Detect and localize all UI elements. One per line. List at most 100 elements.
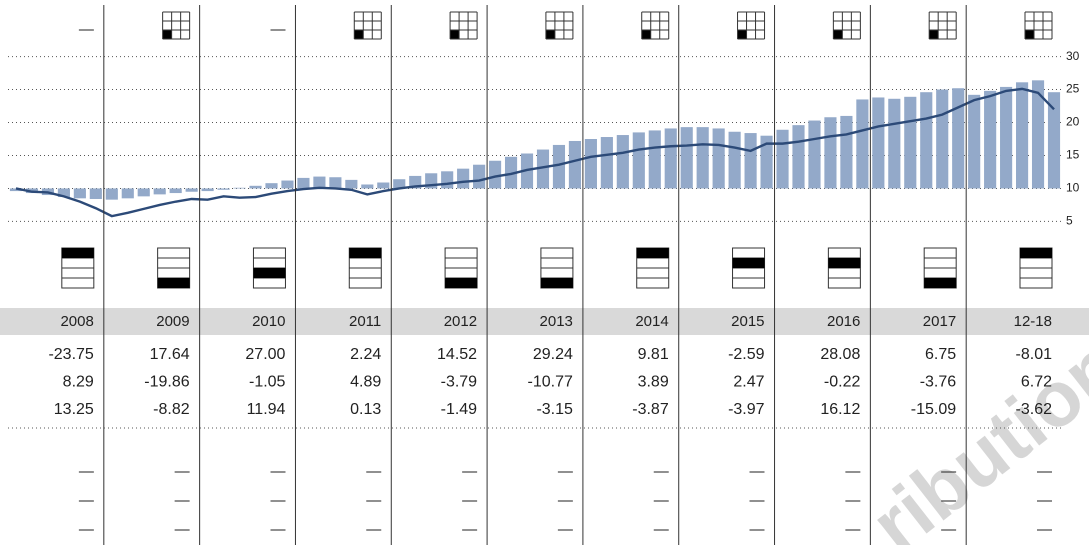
line [15,87,1055,218]
y-tick-label: 25 [1066,82,1080,96]
empty-cell: — [79,521,94,538]
bar [265,183,278,189]
empty-cell: — [558,492,573,509]
cell: 3.89 [638,374,669,391]
watermark: ribution [855,321,1089,545]
quartile-mark [61,248,94,258]
header-band [0,308,1089,335]
bar [584,139,597,189]
empty-cell: — [654,463,669,480]
bar [137,188,150,197]
quartile-mark [924,278,957,288]
cell: -3.76 [920,374,957,391]
cell: 27.00 [245,346,285,363]
style-box-cell [833,30,843,39]
bar [489,160,502,189]
year-label: 2012 [444,313,477,330]
cell: 0.13 [350,401,381,418]
year-label: 12-18 [1014,313,1052,330]
empty-cell: — [175,521,190,538]
cell: -10.77 [528,374,573,391]
style-dash: — [79,21,94,38]
empty-cell: — [750,492,765,509]
cell: 8.29 [63,374,94,391]
cell: -8.01 [1016,346,1053,363]
quartile-mark [349,248,382,258]
year-label: 2017 [923,313,956,330]
cell: -2.59 [728,346,765,363]
bar [121,188,134,199]
cell: -0.22 [824,374,861,391]
cell: 14.52 [437,346,477,363]
bar [249,185,262,189]
empty-cell: — [654,492,669,509]
bar [329,177,342,189]
empty-cell: — [175,463,190,480]
bar [1000,86,1013,189]
cell: -1.49 [441,401,478,418]
empty-cell: — [79,463,94,480]
empty-cell: — [845,521,860,538]
bar [648,130,661,189]
empty-cell: — [270,463,285,480]
year-label: 2013 [540,313,573,330]
cell: -3.97 [728,401,765,418]
cell: 4.89 [350,374,381,391]
cell: -3.79 [441,374,478,391]
year-label: 2008 [60,313,93,330]
style-box-cell [450,30,460,39]
bar [536,149,550,189]
bar [984,90,997,189]
cell: -8.82 [153,401,190,418]
empty-cell: — [1037,492,1052,509]
bar [1016,82,1029,189]
cell: 29.24 [533,346,573,363]
cell: -19.86 [144,374,189,391]
bar [217,188,230,190]
quartile-mark [445,278,478,288]
bar [361,184,374,189]
bar [872,97,885,189]
bar [9,188,23,192]
style-dash: — [270,21,285,38]
bar [904,96,917,189]
style-box-cell [354,30,364,39]
empty-cell: — [366,521,381,538]
cell: 2.47 [733,374,764,391]
style-box-cell [737,30,747,39]
bar [792,125,805,189]
empty-cell: — [558,521,573,538]
empty-cell: — [845,492,860,509]
style-box-cell [929,30,939,39]
bar [712,128,725,189]
year-label: 2014 [635,313,668,330]
style-box-cell [641,30,651,39]
empty-cell: — [462,463,477,480]
empty-cell: — [462,492,477,509]
empty-cell: — [175,492,190,509]
bar [313,176,326,189]
quartile-mark [253,268,286,278]
bar [888,98,901,189]
empty-cell: — [366,463,381,480]
bar [808,120,821,189]
cell: 11.94 [247,401,286,418]
cell: 17.64 [150,346,190,363]
cell: 13.25 [54,401,94,418]
bar [616,135,629,189]
empty-cell: — [270,521,285,538]
bar [153,188,166,195]
bar [600,137,613,189]
empty-cell: — [270,492,285,509]
bar [696,127,709,189]
bar [233,187,246,189]
cell: 2.24 [350,346,381,363]
bar [568,140,581,189]
cell: 6.75 [925,346,956,363]
quartile-mark [1020,248,1052,258]
bar [57,188,70,198]
cell: -15.09 [911,401,956,418]
bar [680,127,693,189]
style-box-cell [545,30,555,39]
